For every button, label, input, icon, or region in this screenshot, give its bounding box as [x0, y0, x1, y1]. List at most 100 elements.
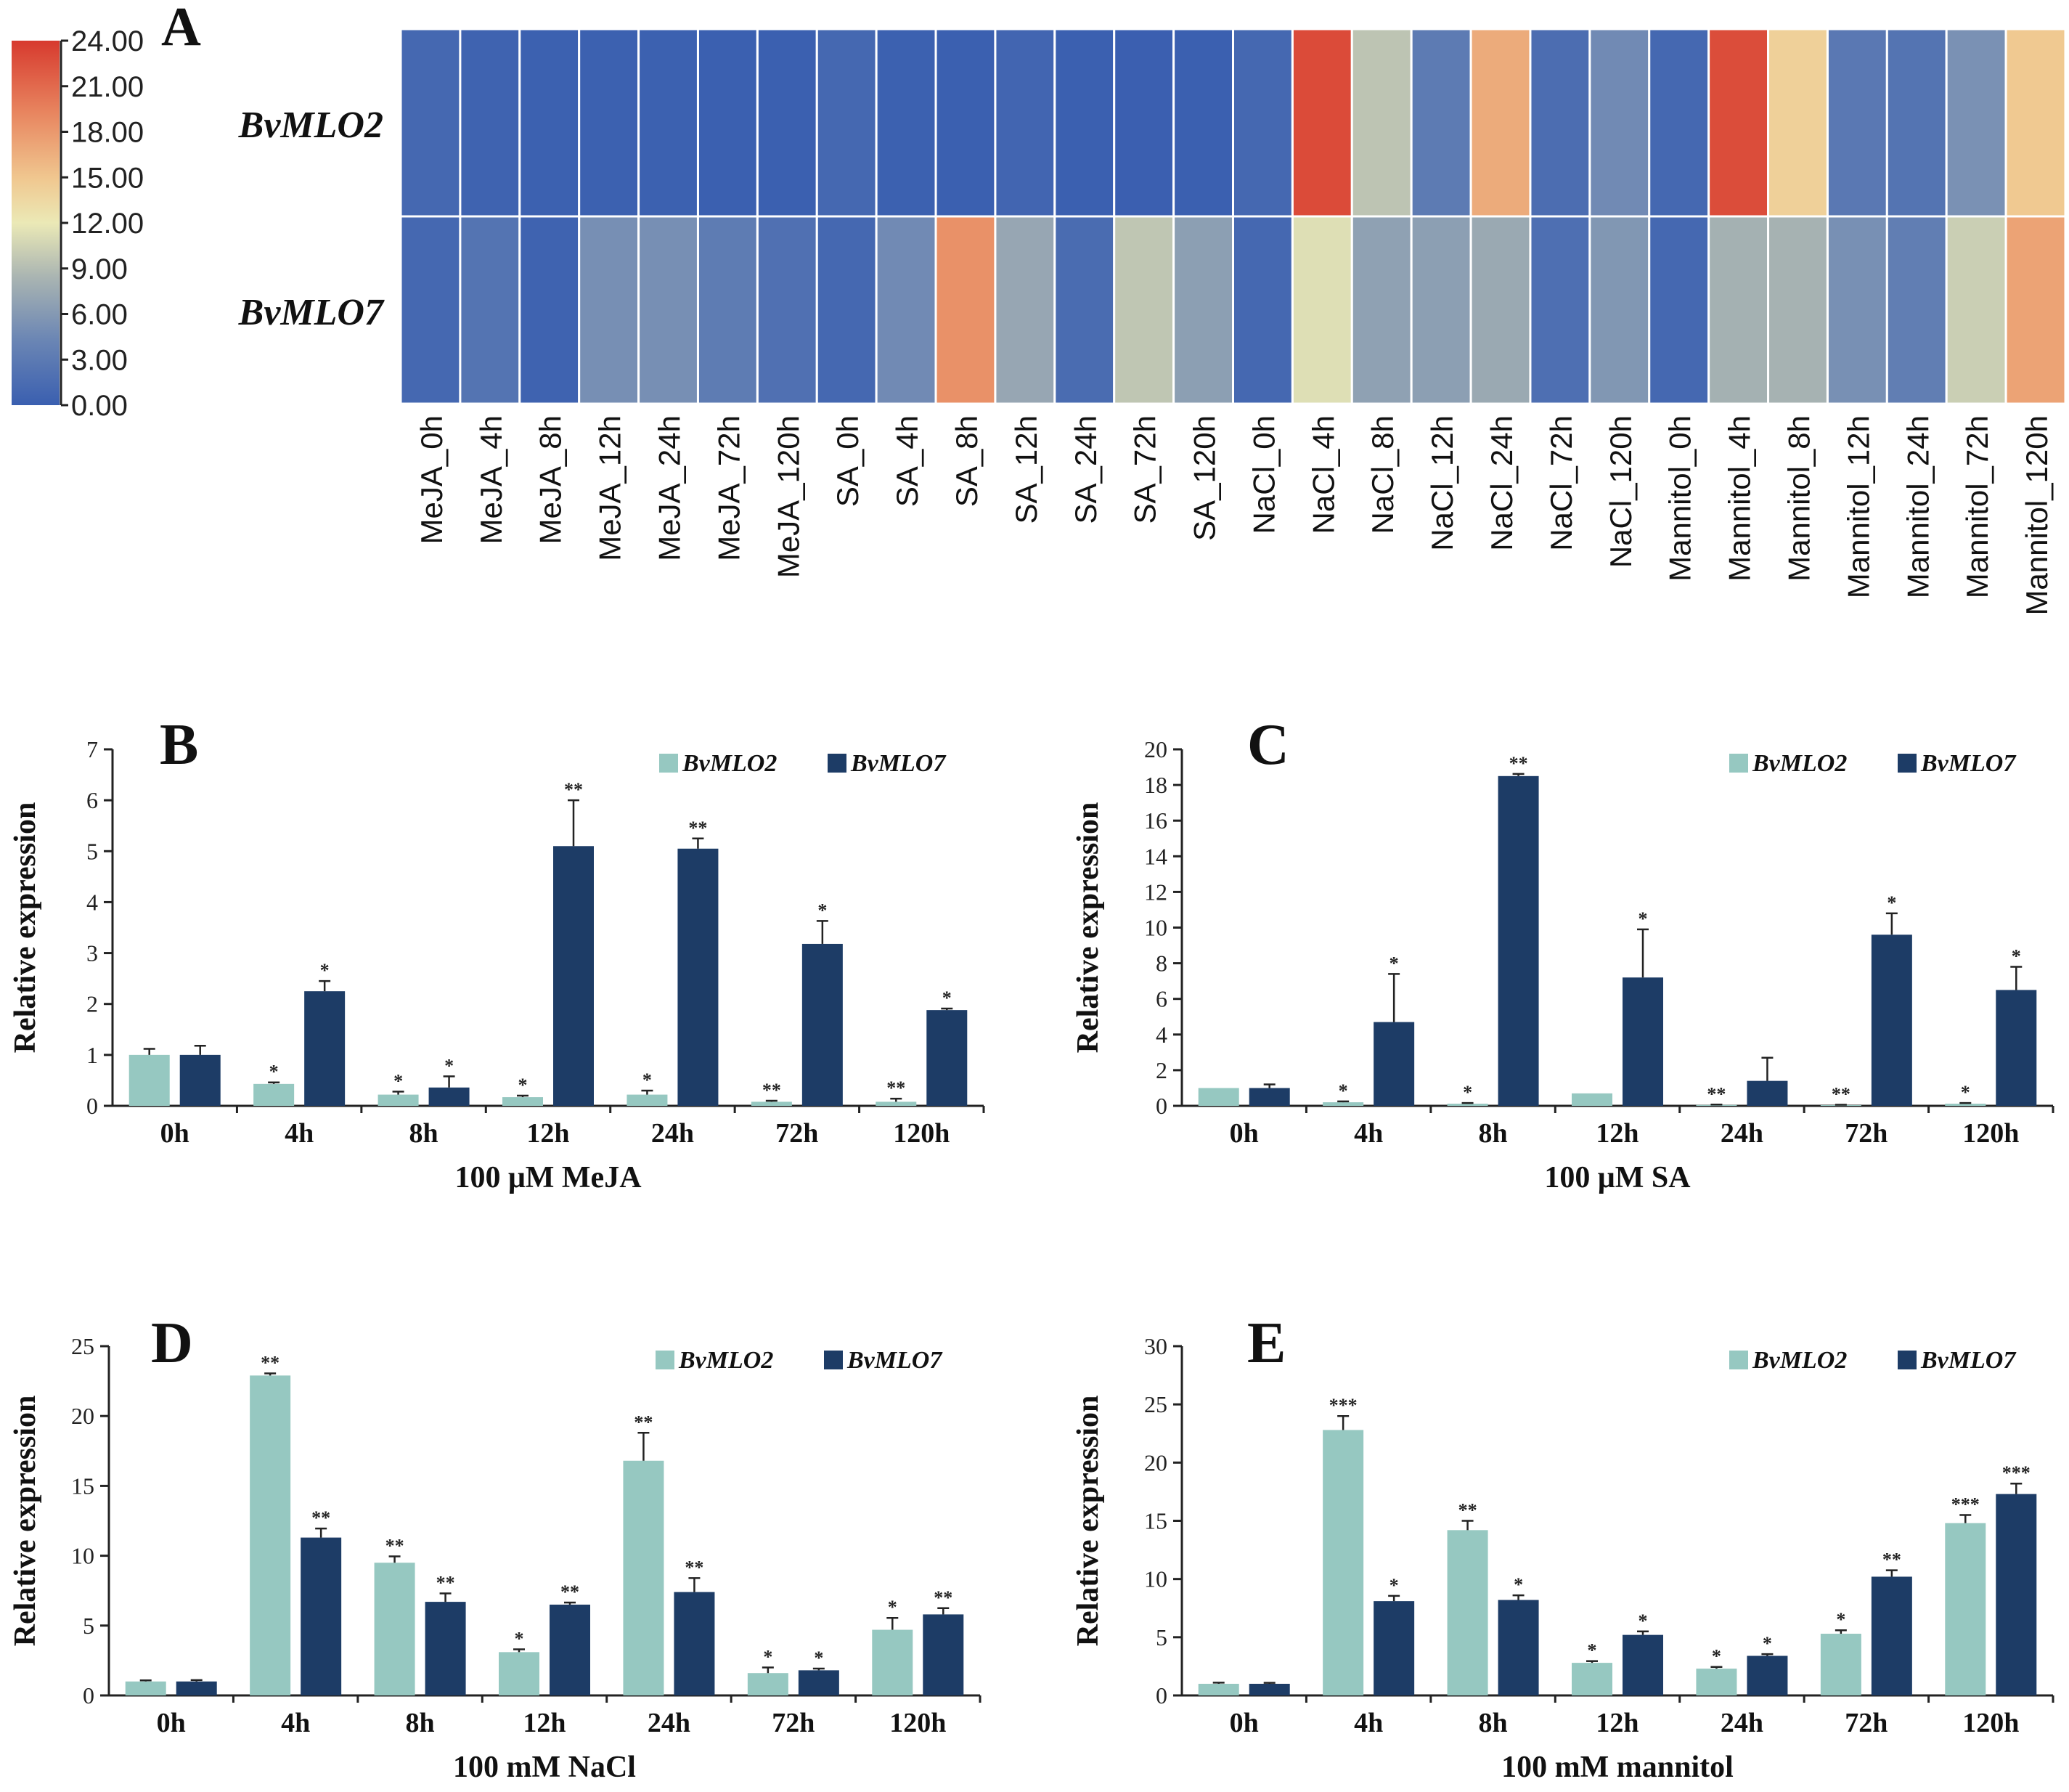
x-tick-label: 12h	[1596, 1708, 1639, 1738]
heatmap-cell	[1113, 215, 1175, 405]
heatmap-column-label: MeJA_4h	[474, 415, 508, 544]
heatmap-column-label: SA_4h	[890, 415, 924, 507]
y-tick-label: 30	[1144, 1333, 1167, 1359]
legend-tick-label: 18.00	[71, 117, 144, 149]
significance-marker: **	[1458, 1500, 1477, 1521]
heatmap-column-label: Mannitol_8h	[1782, 415, 1816, 582]
bar-bvmlo2	[1323, 1430, 1364, 1695]
heatmap-cell	[875, 215, 937, 405]
legend-tick-label: 6.00	[71, 299, 128, 331]
heatmap-column-label: MeJA_8h	[534, 415, 568, 544]
bar-bvmlo7	[1374, 1022, 1415, 1106]
y-tick-label: 7	[86, 736, 98, 762]
heatmap-cell	[1648, 28, 1710, 218]
x-tick-label: 72h	[772, 1708, 815, 1738]
bar-bvmlo2	[125, 1681, 166, 1695]
x-axis-label: 100 μM MeJA	[454, 1161, 642, 1194]
bar-bvmlo2	[1820, 1634, 1861, 1695]
bar-bvmlo2	[1696, 1669, 1737, 1695]
significance-marker: *	[393, 1070, 403, 1091]
legend-label: BvMLO7	[850, 750, 947, 777]
x-tick-label: 4h	[285, 1118, 314, 1149]
bar-bvmlo2	[1572, 1663, 1612, 1695]
bar-bvmlo7	[176, 1681, 217, 1695]
heatmap-cell	[1767, 28, 1829, 218]
bar-bvmlo2	[1198, 1088, 1239, 1106]
panel-label-a: A	[161, 0, 201, 57]
y-tick-label: 0	[1156, 1093, 1167, 1119]
heatmap-cell	[1945, 215, 2007, 405]
heatmap-column-label: Mannitol_120h	[2020, 415, 2054, 616]
heatmap-column-label: NaCl_0h	[1246, 415, 1281, 534]
y-tick-label: 5	[83, 1613, 94, 1639]
heatmap-cell	[1291, 215, 1353, 405]
y-axis-label: Relative expression	[9, 1396, 42, 1647]
bar-bvmlo2	[747, 1673, 788, 1695]
panel-label: E	[1247, 1311, 1286, 1375]
y-tick-label: 2	[1156, 1057, 1167, 1083]
significance-marker: **	[886, 1078, 905, 1099]
heatmap-cell	[1350, 28, 1413, 218]
x-tick-label: 24h	[1721, 1708, 1763, 1738]
legend-label: BvMLO7	[1920, 1347, 2017, 1374]
legend-label: BvMLO2	[682, 750, 777, 777]
x-tick-label: 120h	[1962, 1708, 2019, 1738]
heatmap-cell	[1707, 215, 1770, 405]
heatmap-cell	[1410, 28, 1472, 218]
legend-label: BvMLO2	[1752, 1347, 1847, 1374]
heatmap-column-label: MeJA_24h	[653, 415, 687, 561]
legend-label: BvMLO2	[1752, 750, 1847, 777]
bar-bvmlo7	[301, 1537, 342, 1695]
heatmap-column-label: SA_72h	[1128, 415, 1162, 524]
significance-marker: **	[560, 1581, 579, 1602]
x-tick-label: 120h	[1962, 1118, 2019, 1149]
y-tick-label: 20	[1144, 736, 1167, 762]
y-tick-label: 3	[86, 940, 98, 966]
heatmap-column-label: MeJA_0h	[415, 415, 449, 544]
legend-swatch-bvmlo7	[824, 1351, 843, 1369]
heatmap-cell	[1172, 28, 1235, 218]
heatmap-cell	[1350, 215, 1413, 405]
x-tick-label: 8h	[1479, 1118, 1508, 1149]
y-tick-label: 10	[71, 1543, 94, 1569]
y-tick-label: 10	[1144, 1566, 1167, 1592]
y-tick-label: 4	[1156, 1022, 1167, 1048]
significance-marker: *	[888, 1597, 897, 1618]
y-tick-label: 15	[1144, 1508, 1167, 1534]
legend-tick-label: 15.00	[71, 162, 144, 194]
heatmap-cell	[518, 215, 581, 405]
significance-marker: *	[1639, 908, 1648, 929]
heatmap-cell	[1945, 28, 2007, 218]
heatmap-column-label: MeJA_12h	[593, 415, 627, 561]
significance-marker: **	[762, 1080, 781, 1101]
heatmap-cell	[1885, 215, 1948, 405]
heatmap-cell	[1232, 28, 1294, 218]
x-tick-label: 72h	[1845, 1708, 1888, 1738]
bar-bvmlo2	[872, 1629, 913, 1695]
y-tick-label: 15	[71, 1473, 94, 1499]
significance-marker: *	[269, 1062, 279, 1083]
heatmap-column-label: Mannitol_0h	[1663, 415, 1697, 582]
significance-marker: *	[763, 1647, 772, 1668]
heatmap-cell	[1588, 215, 1651, 405]
significance-marker: *	[320, 960, 330, 981]
bar-bvmlo7	[674, 1592, 715, 1695]
heatmap-column-label: MeJA_72h	[711, 415, 746, 561]
bar-bvmlo2	[250, 1375, 291, 1695]
x-tick-label: 4h	[281, 1708, 310, 1738]
x-tick-label: 8h	[1479, 1708, 1508, 1738]
heatmap-cell	[756, 28, 818, 218]
heatmap-cell	[994, 28, 1056, 218]
x-tick-label: 12h	[526, 1118, 569, 1149]
x-axis-label: 100 μM SA	[1544, 1161, 1691, 1194]
y-axis-label: Relative expression	[1072, 802, 1105, 1054]
bar-bvmlo7	[1498, 1600, 1539, 1695]
heatmap-cell	[1113, 28, 1175, 218]
legend-swatch-bvmlo2	[1729, 754, 1748, 773]
x-tick-label: 12h	[523, 1708, 566, 1738]
heatmap-cell	[1767, 215, 1829, 405]
significance-marker: *	[942, 987, 952, 1009]
heatmap-column-label: NaCl_120h	[1604, 415, 1638, 568]
bar-bvmlo2	[499, 1652, 539, 1695]
significance-marker: **	[436, 1573, 455, 1594]
